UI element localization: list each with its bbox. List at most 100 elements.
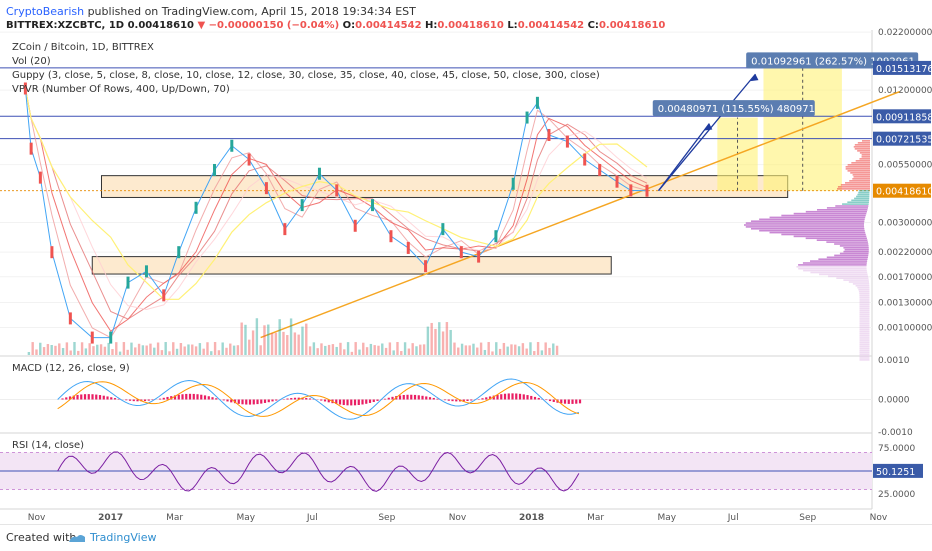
- tradingview-brand-link[interactable]: TradingView: [90, 531, 156, 544]
- volume-bar: [544, 342, 546, 355]
- macd-hist-bar: [553, 400, 555, 402]
- volume-bar: [373, 345, 375, 355]
- volume-bar: [495, 342, 497, 355]
- x-tick-label: 2017: [98, 513, 123, 523]
- volume-bar: [487, 342, 489, 355]
- vpvr-bar: [834, 243, 868, 245]
- macd-hist-bar: [433, 398, 435, 400]
- vpvr-bar: [857, 287, 869, 289]
- close-price-line: [25, 88, 647, 337]
- legend-symbol: ZCoin / Bitcoin, 1D, BITTREX: [12, 42, 154, 53]
- macd-hist-bar: [579, 400, 581, 404]
- vpvr-bar: [856, 160, 870, 162]
- volume-bar: [313, 342, 315, 355]
- macd-hist-bar: [163, 398, 165, 400]
- candle: [177, 246, 180, 258]
- macd-hist-bar: [448, 400, 450, 401]
- x-tick-label: 2018: [519, 513, 544, 523]
- author-link[interactable]: CryptoBearish: [6, 5, 84, 18]
- x-tick-label: Sep: [799, 513, 816, 523]
- vpvr-bar: [860, 312, 870, 314]
- vpvr-bar: [860, 355, 870, 357]
- vpvr-bar: [846, 168, 870, 170]
- guppy-ema-line: [25, 88, 647, 319]
- candle: [583, 154, 586, 166]
- vpvr-bar: [770, 232, 866, 234]
- vpvr-bar: [860, 314, 870, 316]
- footer: Created with TradingView: [0, 524, 932, 551]
- macd-hist-bar: [406, 395, 408, 400]
- volume-bar: [172, 342, 174, 355]
- candle: [69, 312, 72, 324]
- macd-hist-bar: [91, 394, 93, 399]
- vpvr-bar: [859, 306, 869, 308]
- candle: [301, 199, 304, 211]
- macd-hist-bar: [80, 394, 82, 399]
- macd-hist-bar: [376, 400, 378, 401]
- vpvr-bar: [857, 194, 869, 196]
- volume-bar: [149, 344, 151, 355]
- vpvr-bar: [817, 209, 867, 211]
- x-tick-label: Jul: [306, 513, 318, 523]
- volume-bar: [438, 322, 440, 355]
- macd-hist-bar: [249, 400, 251, 405]
- macd-hist-bar: [166, 397, 168, 400]
- vpvr-bar: [796, 266, 866, 268]
- macd-hist-bar: [84, 394, 86, 399]
- vpvr-bar: [859, 295, 869, 297]
- volume-bar: [202, 349, 204, 355]
- volume-bar: [510, 344, 512, 355]
- candle: [318, 168, 321, 180]
- last-price: 0.00418610: [128, 20, 194, 31]
- volume-bar: [62, 348, 64, 355]
- volume-bar: [411, 343, 413, 355]
- x-tick-label: Nov: [449, 513, 467, 523]
- vpvr-bar: [860, 327, 870, 329]
- vpvr-bar: [834, 255, 868, 257]
- macd-hist-bar: [568, 400, 570, 404]
- macd-hist-bar: [148, 400, 150, 401]
- macd-hist-bar: [200, 395, 202, 400]
- vpvr-bar: [855, 148, 870, 150]
- macd-hist-bar: [399, 395, 401, 399]
- rsi-legend: RSI (14, close): [12, 440, 84, 451]
- macd-hist-bar: [343, 400, 345, 406]
- vpvr-bar: [860, 321, 870, 323]
- macd-hist-bar: [508, 393, 510, 399]
- vpvr-bar: [860, 353, 870, 355]
- volume-bar: [552, 343, 554, 355]
- candle: [441, 223, 444, 235]
- vpvr-bar: [826, 241, 868, 243]
- macd-hist-bar: [504, 394, 506, 400]
- volume-bar: [278, 319, 280, 355]
- volume-bar: [453, 343, 455, 355]
- volume-bar: [556, 346, 558, 355]
- vpvr-bar: [860, 336, 870, 338]
- rsi-tick-label: 25.0000: [878, 490, 915, 500]
- volume-bar: [343, 349, 345, 355]
- volume-bar: [415, 346, 417, 355]
- volume-bar: [195, 346, 197, 355]
- macd-hist-bar: [241, 400, 243, 405]
- volume-bar: [248, 340, 250, 355]
- vpvr-bar: [857, 150, 870, 152]
- x-tick-label: Nov: [870, 513, 888, 523]
- vpvr-bar: [818, 258, 867, 260]
- volume-bar: [408, 349, 410, 355]
- volume-bar: [107, 343, 109, 355]
- candle: [371, 199, 374, 211]
- macd-hist-bar: [564, 400, 566, 404]
- volume-bar: [370, 344, 372, 355]
- vpvr-bar: [851, 162, 870, 164]
- vpvr-bar: [859, 298, 869, 300]
- vpvr-bar: [858, 289, 869, 291]
- volume-bar: [111, 349, 113, 355]
- candle: [265, 182, 268, 194]
- vpvr-bar: [746, 222, 864, 224]
- macd-hist-bar: [290, 398, 292, 399]
- volume-bar: [73, 342, 75, 355]
- vpvr-bar: [860, 350, 870, 352]
- vpvr-bar: [781, 234, 865, 236]
- x-tick-label: Sep: [378, 513, 395, 523]
